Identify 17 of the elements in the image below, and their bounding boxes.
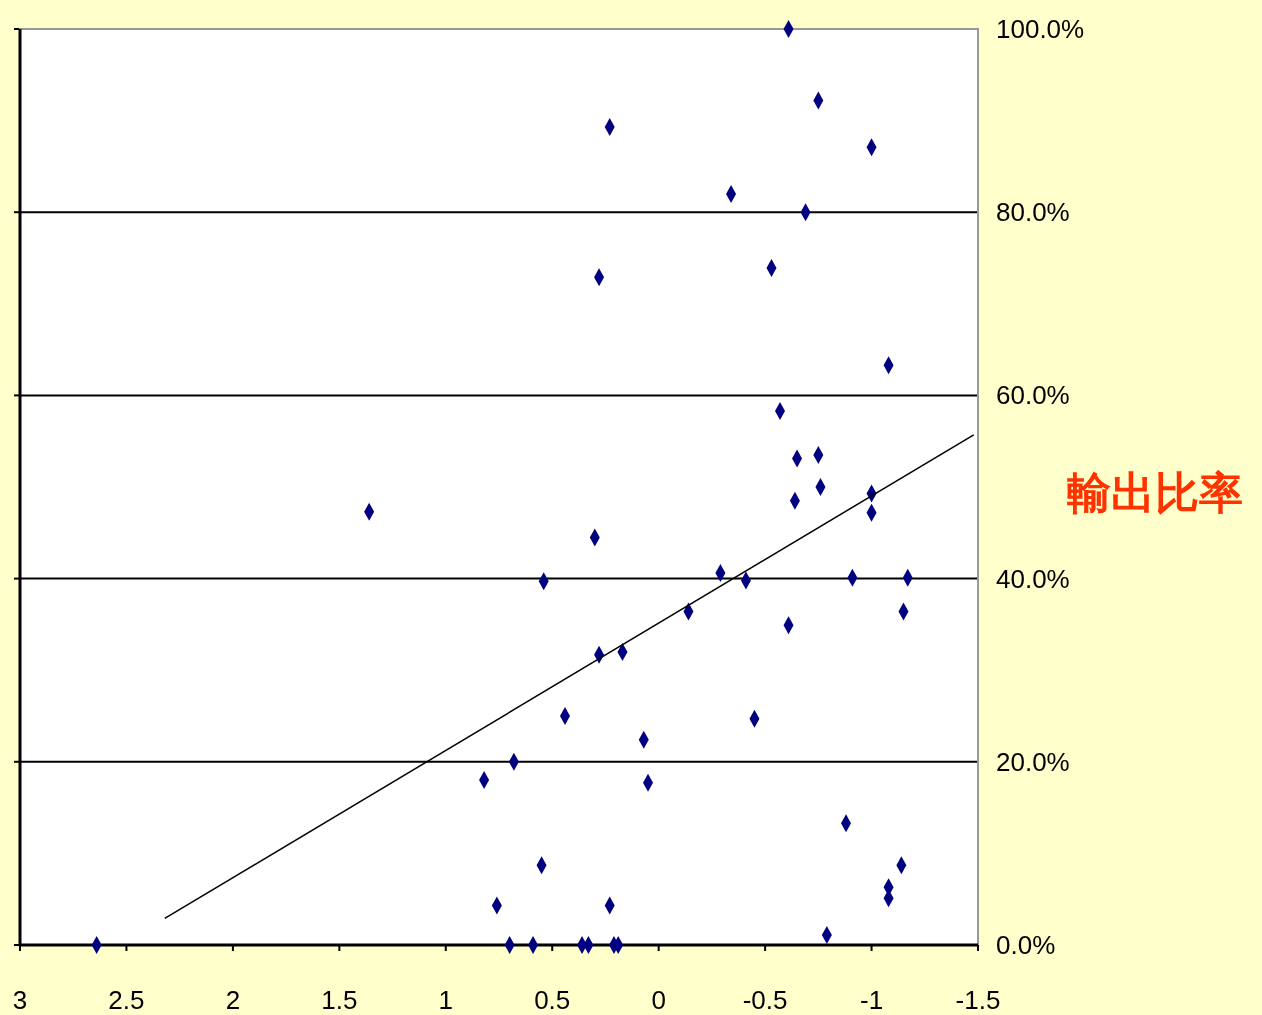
- y-tick-label: 100.0%: [996, 14, 1085, 44]
- x-tick-label: 2.5: [108, 985, 145, 1015]
- x-tick-label: -1.5: [955, 985, 1001, 1015]
- x-tick-label: 1: [438, 985, 454, 1015]
- x-tick-label: 0.5: [534, 985, 571, 1015]
- y-tick-label: 0.0%: [996, 930, 1056, 960]
- y-tick-label: 20.0%: [996, 746, 1070, 777]
- x-tick-label: -0.5: [742, 985, 788, 1015]
- y-axis-title: 輸出比率: [1067, 468, 1243, 517]
- x-tick-label: 2: [225, 985, 241, 1015]
- x-tick-label: 1.5: [321, 985, 358, 1015]
- x-tick-label: 3: [12, 985, 28, 1015]
- y-tick-label: 80.0%: [996, 197, 1070, 228]
- y-tick-label: 60.0%: [996, 380, 1070, 411]
- x-tick-label: -1: [859, 985, 884, 1015]
- x-tick-label: 0: [651, 985, 666, 1015]
- y-tick-label: 40.0%: [996, 563, 1070, 594]
